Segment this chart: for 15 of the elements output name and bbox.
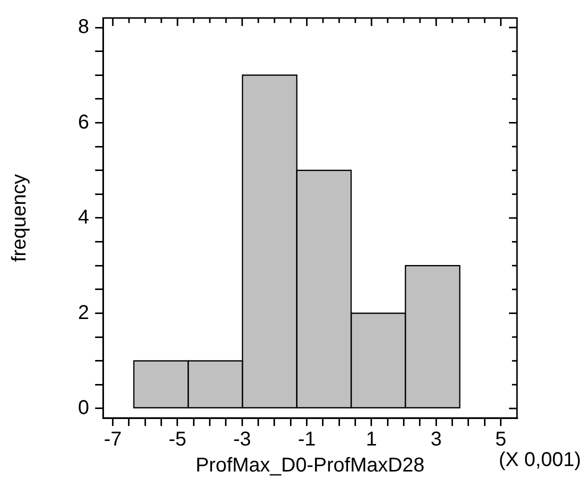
x-tick-label: -7 <box>104 428 122 451</box>
y-axis-title: frequency <box>8 174 31 262</box>
y-tick-label: 8 <box>78 16 90 38</box>
x-tick-label: 5 <box>495 428 506 451</box>
x-tick-label: -1 <box>298 428 316 451</box>
x-tick-label: 1 <box>366 428 378 451</box>
y-tick-label: 4 <box>78 206 90 229</box>
x-tick-label: -5 <box>168 428 186 451</box>
y-tick-label: 2 <box>78 302 90 324</box>
text: (X 0,001) <box>498 449 581 471</box>
y-tick-label: 0 <box>78 396 90 419</box>
x-tick-label: -3 <box>233 428 252 451</box>
x-axis-title: ProfMax_D0-ProfMaxD28 <box>196 454 425 477</box>
x-tick-label: 3 <box>430 428 442 451</box>
y-tick-label: 6 <box>78 111 90 134</box>
